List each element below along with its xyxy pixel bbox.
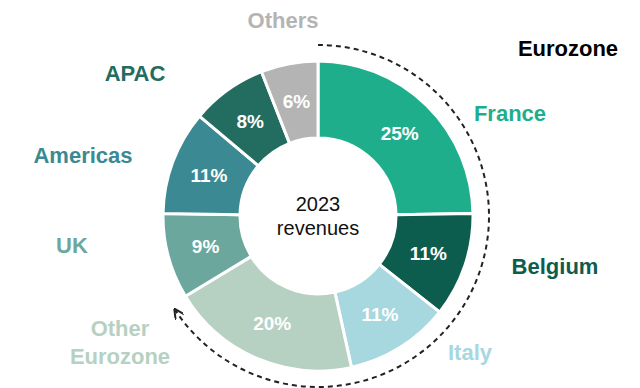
value-label: 11% (361, 304, 398, 325)
category-label: Americas (33, 143, 132, 168)
slice (163, 214, 251, 297)
category-label: OtherEurozone (70, 316, 170, 369)
category-label: Others (248, 8, 319, 33)
value-label: 6% (283, 91, 311, 112)
slice (261, 61, 318, 143)
chart-svg: 25% 11% 11% 20% 9% 11% 8% 6% 2023revenues France B… (0, 0, 640, 388)
value-label: 25% (381, 123, 419, 144)
category-label: UK (56, 233, 88, 258)
slice (318, 61, 473, 215)
category-label: APAC (105, 61, 166, 86)
value-label: 20% (253, 313, 291, 334)
value-label: 11% (190, 165, 227, 186)
group-label: Eurozone (518, 36, 618, 61)
group-arc (175, 45, 489, 387)
category-label: Italy (448, 340, 493, 365)
value-label: 11% (410, 243, 447, 264)
center-title: 2023revenues (277, 193, 359, 239)
donut: 25% 11% 11% 20% 9% 11% 8% 6% 2023revenues (163, 45, 489, 387)
category-label: France (474, 101, 546, 126)
slice (335, 264, 440, 367)
category-label: Belgium (512, 254, 599, 279)
value-label: 8% (236, 111, 264, 132)
chart-container: 25% 11% 11% 20% 9% 11% 8% 6% 2023revenues France B… (0, 0, 640, 388)
value-label: 9% (192, 236, 220, 257)
